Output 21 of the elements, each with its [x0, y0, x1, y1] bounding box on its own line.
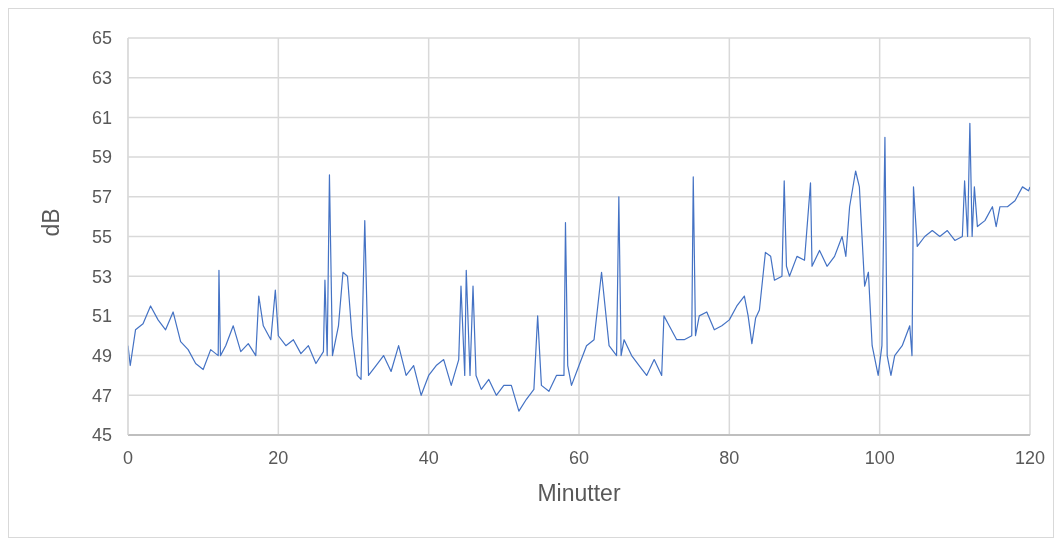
- x-tick-label: 80: [719, 447, 740, 468]
- y-tick-label: 65: [91, 28, 112, 49]
- y-tick-label: 51: [91, 306, 112, 327]
- y-tick-label: 61: [91, 107, 112, 128]
- line-series: [128, 122, 1030, 412]
- x-tick-label: 20: [268, 447, 289, 468]
- x-tick-label: 60: [568, 447, 590, 468]
- y-tick-label: 57: [91, 187, 112, 208]
- y-tick-label: 49: [91, 345, 112, 366]
- x-tick-label: 0: [122, 447, 134, 468]
- y-tick-label: 55: [91, 226, 112, 247]
- y-tick-label: 47: [91, 385, 112, 406]
- x-tick-label: 40: [418, 447, 439, 468]
- y-axis-title: dB: [38, 208, 65, 237]
- y-tick-label: 45: [91, 425, 112, 446]
- x-axis-title: Minutter: [537, 480, 621, 506]
- y-tick-label: 53: [91, 266, 112, 287]
- y-tick-label: 63: [91, 68, 112, 89]
- x-tick-label: 120: [1014, 447, 1046, 468]
- x-tick-label: 100: [864, 447, 895, 468]
- y-tick-label: 59: [91, 147, 112, 168]
